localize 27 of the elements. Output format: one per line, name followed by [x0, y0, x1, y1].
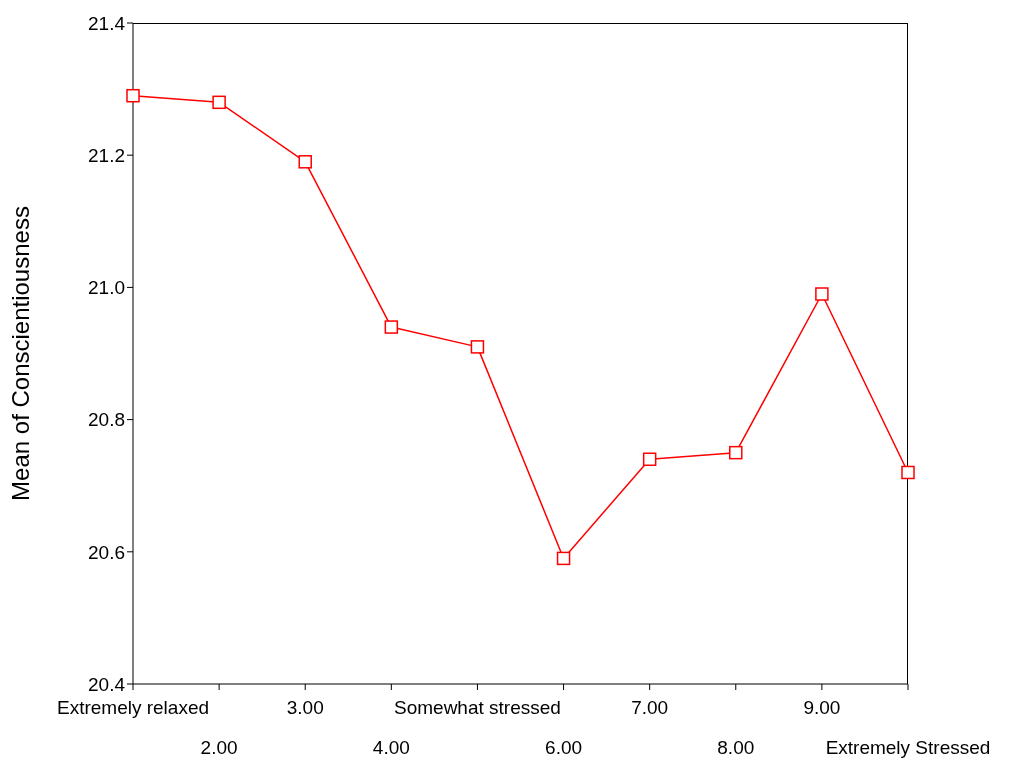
point	[556, 551, 571, 566]
x-tick-label: 6.00	[545, 737, 583, 758]
y-tick-label: 20.8	[88, 409, 125, 431]
point	[212, 95, 226, 110]
point	[901, 465, 915, 480]
y-tick-label: 21.4	[88, 12, 126, 34]
x-tick-label: 3.00	[286, 697, 324, 718]
x-tick-label: 7.00	[631, 697, 669, 718]
x-tick-label: Extremely Stressed	[825, 737, 991, 758]
x-tick-label: 9.00	[803, 697, 841, 718]
point	[126, 88, 140, 103]
x-tick-label: 4.00	[372, 737, 410, 758]
point	[298, 155, 312, 169]
x-tick-label: 8.00	[717, 737, 755, 758]
point	[815, 287, 829, 301]
point	[470, 340, 485, 354]
x-tick-label: Somewhat stressed	[394, 697, 561, 718]
y-tick-label: 20.6	[88, 541, 125, 563]
y-axis-title: Mean of Conscientiousness	[6, 206, 34, 501]
y-tick-label: 21.0	[88, 277, 125, 299]
y-tick-label: 21.2	[88, 144, 125, 166]
point	[729, 445, 743, 460]
x-tick-label: 2.00	[200, 737, 238, 758]
x-tick-label: Extremely relaxed	[56, 697, 210, 718]
y-tick-label: 20.4	[88, 673, 126, 695]
point	[642, 452, 657, 467]
point	[384, 320, 399, 334]
